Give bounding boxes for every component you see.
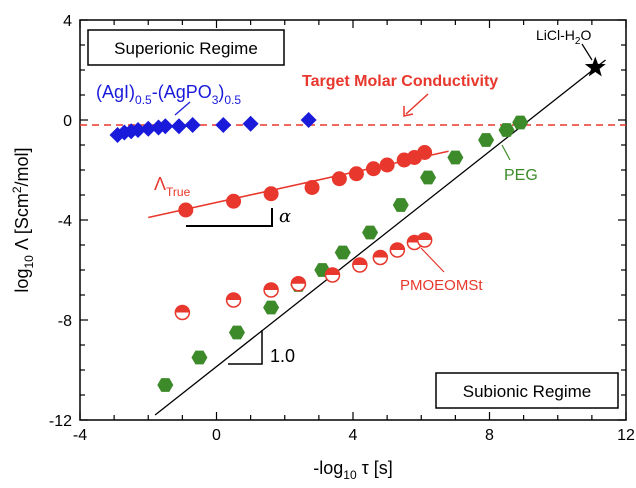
y-title-sup: 2 (10, 186, 24, 193)
pmoeomst-point (225, 292, 242, 308)
axis-tick-labels: -4 0 4 8 12 -12 -8 -4 0 4 (49, 13, 635, 444)
peg-point (157, 378, 174, 392)
y-axis-title: log10 Λ [Scm2/mol] (10, 147, 36, 292)
pmoeomst-point (389, 242, 406, 258)
axis-ticks (79, 19, 627, 421)
agi-0-5-agpo3-0-5-point (215, 117, 232, 133)
true-point (263, 186, 279, 202)
agi-sub2: 3 (212, 93, 219, 107)
peg-point (191, 350, 208, 365)
y-tick-label: -12 (49, 413, 72, 430)
y-title-post2: /mol] (12, 147, 32, 186)
pmoeomst-point (352, 257, 368, 273)
peg-point (263, 300, 280, 315)
pmoeomst-point (372, 249, 389, 266)
lambda-sub: True (166, 185, 191, 199)
y-tick-label: 0 (63, 113, 72, 130)
pmoeomst-point (290, 276, 307, 292)
agi-end: ) (218, 82, 224, 102)
licl-h2o-point (584, 56, 606, 77)
true-point (365, 161, 381, 177)
lambda-true-label: ΛTrue (154, 174, 191, 199)
y-tick-label: -8 (58, 313, 72, 330)
pmoeomst-point (324, 267, 341, 283)
agi-sub1: 0.5 (135, 93, 152, 107)
target-label: Target Molar Conductivity (302, 73, 498, 90)
slope-one-line (154, 59, 606, 416)
x-axis-title: -log10 τ [s] (313, 458, 393, 482)
x-tick-label: 8 (485, 427, 494, 444)
peg-pointer (501, 144, 511, 161)
peg-point (420, 170, 437, 185)
y-title-post: Λ [Scm (12, 193, 32, 255)
licl-end: O (580, 27, 591, 43)
agi-0-5-agpo3-0-5-point (130, 122, 147, 138)
y-tick-label: -4 (58, 213, 72, 230)
y-title-sub: 10 (22, 255, 36, 269)
peg-point (498, 123, 515, 137)
pmoeomst-label: PMOEOMSt (400, 277, 483, 294)
agi-0-5-agpo3-0-5-point (184, 117, 201, 133)
peg-point (362, 225, 379, 240)
superionic-label: Superionic Regime (114, 39, 258, 58)
pmoeomst-point (416, 232, 433, 248)
licl-pointer (581, 43, 593, 61)
peg-point (447, 150, 464, 165)
x-tick-label: 4 (349, 427, 358, 444)
x-tick-label: -4 (73, 427, 87, 444)
pmoeomst-pointer (420, 247, 445, 273)
licl-sub: 2 (575, 36, 581, 47)
agi-pointer (174, 101, 191, 116)
pmoeomst-point (263, 282, 279, 298)
x-title-post: τ [s] (357, 458, 393, 478)
licl-label: LiCl-H2O (536, 27, 591, 47)
agi-0-5-agpo3-0-5-point (157, 118, 174, 135)
true-point (304, 180, 320, 195)
y-title-pre: log (12, 269, 32, 293)
y-tick-label: 4 (63, 13, 72, 30)
x-tick-label: 0 (212, 427, 221, 444)
true-point (178, 202, 194, 218)
alpha-label: α (279, 206, 291, 227)
peg-point (512, 115, 529, 130)
alpha-slope-bracket (186, 208, 273, 227)
lambda-base: Λ (154, 174, 166, 194)
subionic-label: Subionic Regime (463, 382, 592, 401)
peg-label: PEG (504, 167, 538, 184)
superionic-box (87, 29, 285, 66)
peg-point (478, 133, 495, 147)
data-markers (109, 56, 606, 392)
peg-point (392, 198, 409, 212)
x-title-pre: -log (313, 458, 343, 478)
agi-label: (AgI)0.5-(AgPO3)0.5 (96, 82, 241, 107)
subionic-box (435, 372, 619, 409)
agi-base: (AgI) (96, 82, 135, 102)
x-title-sub: 10 (343, 468, 357, 482)
agi-mid: -(AgPO (152, 82, 212, 102)
true-point (348, 166, 364, 182)
agi-0-5-agpo3-0-5-point (140, 120, 157, 137)
x-tick-label: 12 (617, 427, 635, 444)
unit-slope-bracket (228, 330, 263, 365)
true-point (379, 157, 395, 173)
agi-sub3: 0.5 (224, 93, 241, 107)
agi-0-5-agpo3-0-5-point (242, 115, 259, 132)
agi-0-5-agpo3-0-5-point (170, 118, 187, 135)
target-arrow-head (403, 106, 414, 117)
true-point (417, 145, 433, 160)
peg-point (228, 325, 245, 340)
true-point (226, 193, 242, 209)
true-point (331, 171, 347, 187)
slope-label: 1.0 (270, 346, 295, 366)
target-arrow (405, 93, 429, 115)
agi-0-5-agpo3-0-5-point (300, 112, 317, 128)
peg-point (334, 245, 351, 260)
licl-base: LiCl-H (536, 27, 575, 43)
pmoeomst-point (174, 304, 191, 321)
